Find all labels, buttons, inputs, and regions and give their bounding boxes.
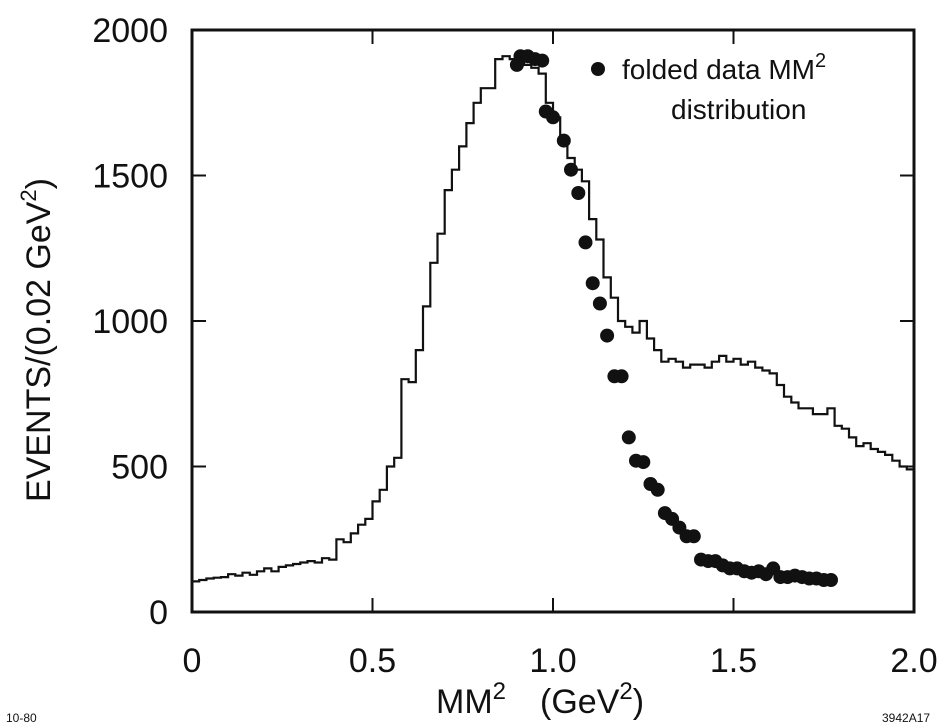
data-point: [546, 110, 560, 125]
x-axis-title-sup: 2: [493, 678, 506, 705]
x-tick-label: 1.0: [529, 642, 576, 680]
x-axis-title-unit-open: (GeV: [540, 683, 620, 721]
data-point: [585, 276, 600, 291]
data-point: [564, 162, 578, 177]
data-point: [621, 430, 636, 445]
y-tick-label: 500: [111, 449, 168, 487]
histogram-series-line: [192, 52, 914, 583]
data-point: [592, 296, 607, 311]
data-point: [650, 482, 665, 497]
figure-id-note: 3942A17: [882, 711, 930, 725]
legend: folded data MM2 distribution: [591, 50, 826, 125]
x-tick-label: 1.5: [710, 642, 757, 680]
x-tick-label: 0.5: [349, 642, 396, 680]
legend-line-1-sup: 2: [815, 50, 826, 72]
legend-line-1: folded data MM2: [622, 50, 826, 85]
y-tick-label: 1000: [92, 303, 168, 341]
x-axis-title: MM2 (GeV2): [436, 678, 644, 721]
data-point: [571, 186, 586, 200]
data-point: [578, 235, 593, 250]
legend-line-2: distribution: [671, 94, 806, 125]
legend-marker: [591, 62, 605, 76]
y-tick-label: 1500: [92, 158, 168, 196]
y-tick-label: 0: [149, 594, 168, 632]
legend-line-1-main: folded data MM: [622, 54, 815, 85]
data-point: [614, 369, 629, 384]
y-axis-title-main: EVENTS/(0.02 GeV: [20, 201, 58, 502]
data-point: [535, 53, 550, 68]
series-layer: [192, 49, 914, 587]
y-axis-title-close: ): [20, 178, 58, 189]
axis-ticks: [191, 29, 915, 613]
data-point: [824, 573, 838, 587]
figure-date-note: 10-80: [6, 711, 37, 725]
y-tick-label: 2000: [92, 12, 168, 50]
y-axis-title: EVENTS/(0.02 GeV2): [16, 178, 58, 502]
x-axis-title-unit-close: ): [633, 683, 644, 721]
axis-tick-labels: 0 0.5 1.0 1.5 2.0 0 500 1000 1500 2000: [92, 12, 937, 680]
data-point: [600, 328, 615, 343]
data-point: [686, 529, 701, 544]
data-point: [556, 133, 571, 148]
x-axis-title-unit-sup: 2: [619, 678, 632, 705]
x-tick-label: 2.0: [890, 642, 937, 680]
data-point: [636, 455, 651, 470]
x-tick-label: 0: [183, 642, 202, 680]
x-axis-title-main: MM: [436, 683, 493, 721]
y-axis-title-sup: 2: [16, 189, 41, 201]
